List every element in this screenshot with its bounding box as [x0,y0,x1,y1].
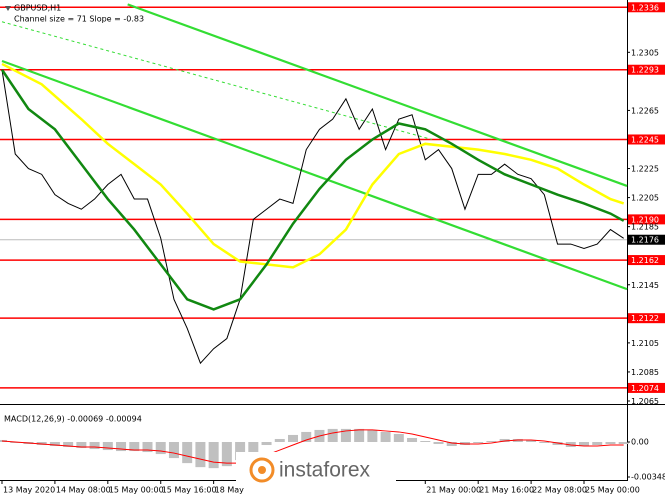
macd-bar [420,440,431,442]
y-tick-box [628,2,665,13]
y-tick-box [628,382,665,393]
y-tick-label: 1.2074 [631,384,659,393]
y-tick-box [628,313,665,324]
macd-bar [235,442,246,461]
macd-bar [248,442,259,453]
moving-average [1,62,625,269]
y-tick-label: 1.2085 [631,368,659,377]
y-tick-label: 1.2225 [631,165,659,174]
macd-title: MACD(12,26,9) -0.00069 -0.00094 [4,415,142,424]
macd-bar [208,442,219,469]
macd-bar [89,442,100,450]
macd-bar [274,438,285,442]
y-tick-label: 1.2336 [631,3,659,12]
x-tick-label: 15 May 00:00 [109,486,164,495]
x-tick-label: 18 May [215,486,245,495]
y-tick-label: 1.2065 [631,397,659,406]
macd-bar [526,439,537,442]
macd-bar [261,442,272,446]
y-tick-box [628,255,665,266]
x-tick-label: 21 May 16:00 [479,486,534,495]
macd-bar [288,434,299,442]
x-tick-label: 25 May 00:00 [585,486,640,495]
x-tick-label: 15 May 16:00 [162,486,217,495]
macd-bar [301,431,312,442]
macd-bar [539,442,550,444]
x-tick-label: 22 May 08:00 [532,486,587,495]
y-tick-label: 1.2190 [631,215,659,224]
macd-bar [473,442,484,444]
x-tick-label: 14 May 08:00 [56,486,111,495]
trend-line [127,3,628,188]
macd-bar [36,442,47,446]
macd-bar [499,438,510,442]
trend-line [1,21,433,140]
y-tick-label: 1.2205 [631,194,659,203]
y-tick-label: 1.2293 [631,66,659,75]
macd-bar [340,428,351,442]
macd-bar [446,442,457,447]
macd-bar [618,442,629,445]
macd-bar [459,442,470,446]
macd-bar [102,442,113,451]
moving-average [0,69,625,311]
macd-bar [49,442,60,447]
price-line [1,69,624,365]
symbol-icon [5,6,11,11]
y-tick-label: 1.2185 [631,223,659,232]
y-tick-box [628,134,665,145]
macd-bar [221,442,232,467]
macd-bar [380,431,391,442]
x-tick-label: 13 May 2020 [3,486,55,495]
y-tick-label: 1.2265 [631,106,659,115]
macd-bar [579,442,590,447]
macd-bar [116,442,127,452]
y-tick-label: 1.2176 [631,236,659,245]
x-tick-label: 21 May 00:00 [426,486,481,495]
watermark-text: instaforex [279,459,371,482]
macd-bar [129,442,140,452]
macd-bar [168,442,179,459]
macd-bar [76,442,87,449]
watermark-icon [249,457,275,483]
y-tick-box [628,234,665,245]
macd-bar [393,433,404,442]
y-tick-label: 1.2245 [631,135,659,144]
trend-line [1,59,628,291]
y-tick-label: -0.00348 [631,473,665,482]
y-tick-label: 1.2145 [631,281,659,290]
signal-line [1,429,624,464]
macd-bar [195,442,206,468]
macd-bar [182,442,193,464]
macd-bar [512,438,523,442]
y-tick-label: 1.2305 [631,48,659,57]
macd-bar [605,442,616,445]
y-tick-label: 1.2105 [631,339,659,348]
macd-bar [592,442,603,446]
macd-bar [327,428,338,442]
y-tick-box [628,214,665,225]
y-tick-label: 0.00 [631,438,649,447]
macd-bar [367,429,378,442]
watermark: instaforex [236,452,396,488]
chart-subtitle: Channel size = 71 Slope = -0.83 [14,15,144,24]
y-tick-label: 1.2122 [631,314,659,323]
macd-bar [10,442,21,444]
macd-bar [433,442,444,445]
macd-bar [155,442,166,455]
macd-bar [63,442,74,448]
macd-bar [142,442,153,453]
chart-title: GBPUSD,H1 [14,4,61,13]
plot-area [0,3,629,469]
y-tick-box [628,64,665,75]
watermark-icon-dot [258,466,266,474]
macd-bar [407,437,418,442]
y-tick-label: 1.2162 [631,256,659,265]
macd-bar [486,440,497,442]
macd-bar [354,428,365,442]
